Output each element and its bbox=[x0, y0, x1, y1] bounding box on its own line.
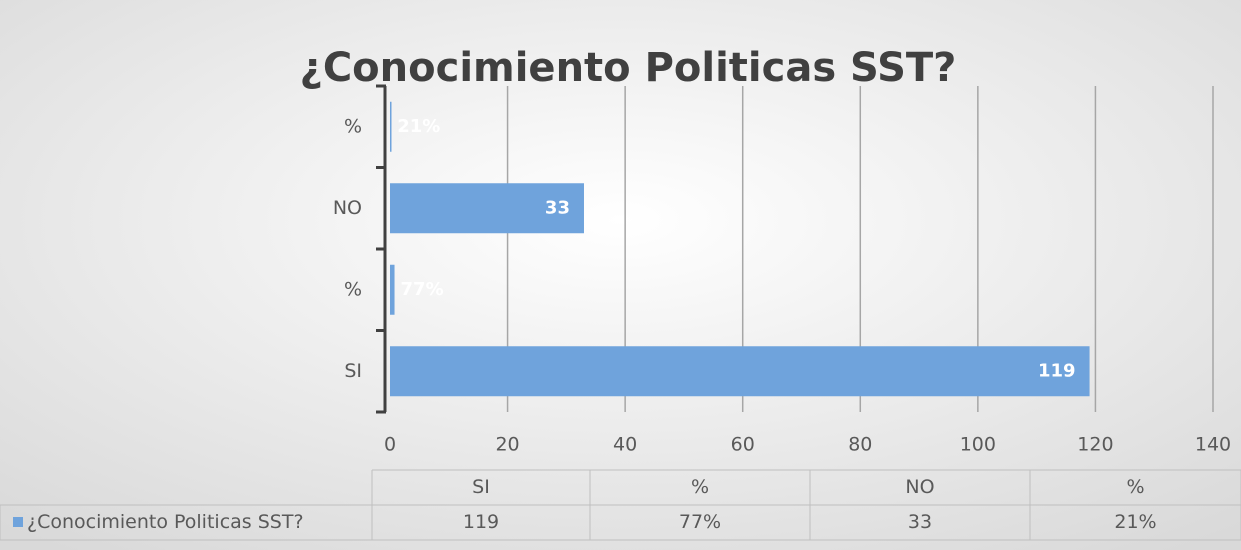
x-tick-label: 100 bbox=[960, 434, 996, 456]
bar bbox=[390, 101, 392, 152]
legend-key bbox=[13, 517, 23, 527]
bar bbox=[390, 346, 1090, 397]
chart-title: ¿Conocimiento Politicas SST? bbox=[300, 45, 957, 91]
y-tick-label: % bbox=[344, 115, 362, 137]
table-cell: 119 bbox=[463, 511, 499, 533]
y-tick-label: % bbox=[344, 278, 362, 300]
x-tick-label: 20 bbox=[495, 434, 519, 456]
y-tick-label: SI bbox=[344, 360, 362, 382]
data-label: 119 bbox=[1038, 360, 1076, 381]
table-header: SI bbox=[472, 476, 490, 498]
data-label: 21% bbox=[397, 116, 440, 137]
x-tick-label: 80 bbox=[848, 434, 872, 456]
x-tick-label: 40 bbox=[613, 434, 637, 456]
table-cell: 33 bbox=[908, 511, 932, 533]
legend-label: ¿Conocimiento Politicas SST? bbox=[27, 511, 304, 533]
y-tick-label: NO bbox=[333, 197, 362, 219]
x-tick-label: 60 bbox=[731, 434, 755, 456]
x-tick-label: 140 bbox=[1195, 434, 1231, 456]
bar bbox=[390, 264, 395, 315]
data-label: 77% bbox=[401, 279, 444, 300]
table-header: NO bbox=[905, 476, 934, 498]
x-tick-label: 0 bbox=[384, 434, 396, 456]
bar bbox=[390, 183, 584, 234]
x-tick-label: 120 bbox=[1077, 434, 1113, 456]
table-header: % bbox=[1126, 476, 1144, 498]
data-label: 33 bbox=[545, 197, 570, 218]
table-cell: 77% bbox=[679, 511, 721, 533]
table-header: % bbox=[691, 476, 709, 498]
table-cell: 21% bbox=[1114, 511, 1156, 533]
